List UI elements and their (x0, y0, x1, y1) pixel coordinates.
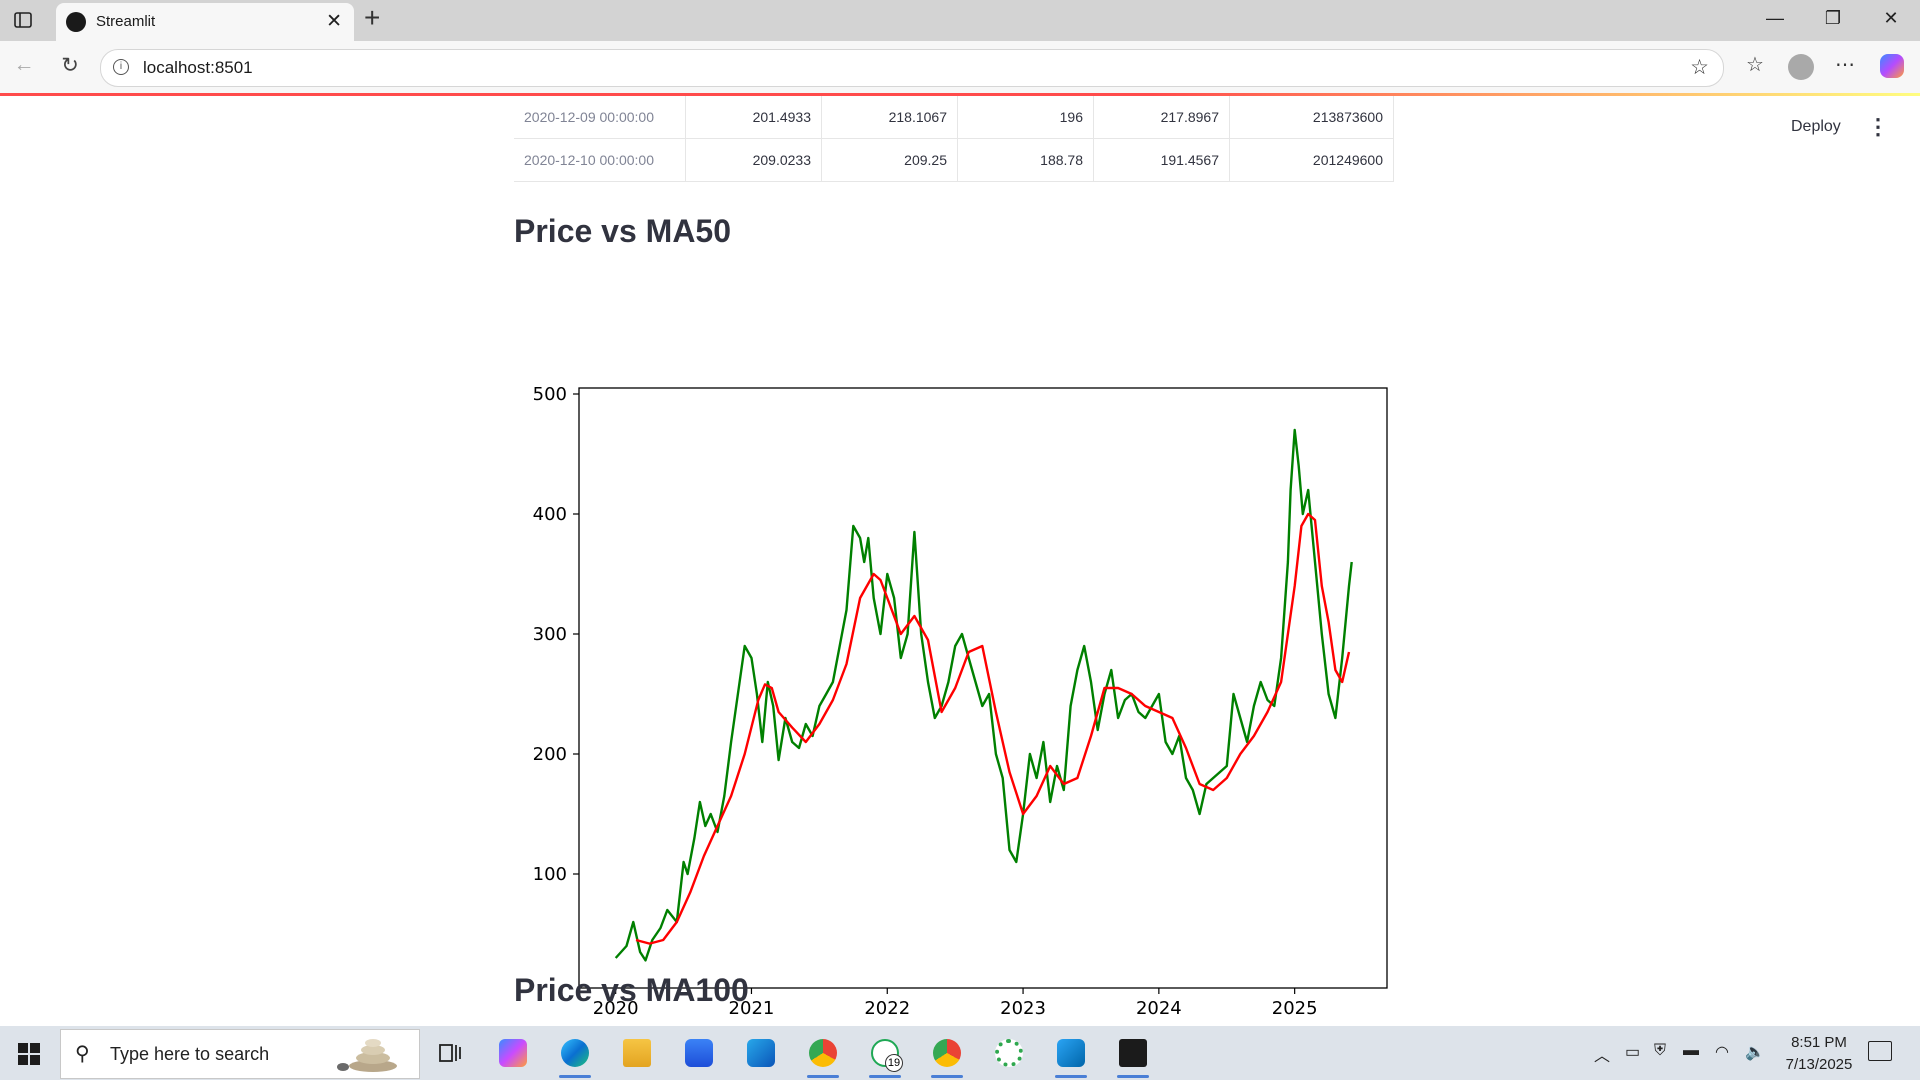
y-tick-label: 400 (533, 504, 567, 525)
browser-toolbar: ← ↻ i localhost:8501 ☆ ☆ ⋯ (0, 41, 1920, 93)
task-view-icon[interactable] (430, 1034, 470, 1072)
table-cell: 218.1067 (822, 96, 958, 139)
tab-title: Streamlit (96, 13, 156, 30)
table-cell: 209.0233 (686, 139, 822, 182)
clock-time[interactable]: 8:51 PM (1791, 1034, 1847, 1051)
y-tick-label: 200 (533, 744, 567, 765)
plot-frame (578, 387, 1388, 989)
profile-avatar-icon[interactable] (1788, 54, 1814, 80)
restore-button[interactable]: ❐ (1824, 8, 1842, 28)
favorites-icon[interactable]: ☆ (1746, 54, 1764, 76)
security-icon[interactable]: ⛨ (1654, 1042, 1667, 1059)
outlook-icon[interactable] (741, 1034, 781, 1072)
window-close-button[interactable]: ✕ (1883, 8, 1899, 28)
table-row-index: 2020-12-10 00:00:00 (514, 139, 686, 182)
edge-icon[interactable] (555, 1034, 595, 1078)
table-cell: 196 (958, 96, 1094, 139)
more-options-icon[interactable]: ⋯ (1835, 54, 1855, 76)
whatsapp-unread-badge: 19 (885, 1054, 903, 1072)
table-cell: 188.78 (958, 139, 1094, 182)
tray-overflow-chevron-icon[interactable]: ︿ (1594, 1048, 1611, 1065)
x-tick-label: 2020 (593, 998, 639, 1019)
streamlit-header-decoration (0, 93, 1920, 96)
browser-titlebar: Streamlit ✕ + — ❐ ✕ (0, 0, 1920, 41)
x-tick-label: 2023 (1000, 998, 1046, 1019)
clock-date[interactable]: 7/13/2025 (1785, 1056, 1853, 1073)
sidebar-toggle-icon[interactable] (13, 10, 33, 30)
y-tick-label: 100 (533, 864, 567, 885)
deploy-button[interactable]: Deploy (1791, 118, 1841, 135)
tab-close-icon[interactable]: ✕ (326, 11, 342, 32)
price-series-line (614, 428, 1353, 962)
terminal-icon[interactable] (1113, 1034, 1153, 1078)
chrome-profile-k2-icon[interactable] (927, 1034, 967, 1078)
store-icon[interactable] (679, 1034, 719, 1072)
new-tab-button[interactable]: + (364, 2, 381, 33)
vscode-icon[interactable] (1051, 1034, 1091, 1078)
table-cell: 213873600 (1230, 96, 1394, 139)
windows-taskbar: ⚲ Type here to search 19 ︿ ▭ ⛨ ▬ ◠ 🔈 8:5… (0, 1026, 1920, 1080)
back-arrow-icon[interactable]: ← (13, 53, 35, 76)
chrome-profile-k-icon[interactable] (803, 1034, 843, 1078)
streamlit-favicon-icon (66, 12, 86, 32)
section-title-ma50: Price vs MA50 (514, 213, 732, 249)
y-tick-label: 500 (533, 384, 567, 405)
whatsapp-icon[interactable]: 19 (865, 1034, 905, 1078)
volume-icon[interactable]: 🔈 (1745, 1044, 1765, 1061)
table-cell: 209.25 (822, 139, 958, 182)
ma50-series-line (635, 512, 1351, 945)
site-info-icon[interactable]: i (113, 59, 129, 75)
y-tick-label: 300 (533, 624, 567, 645)
copilot-icon[interactable] (1880, 54, 1904, 78)
search-placeholder: Type here to search (110, 1044, 270, 1064)
table-row-index: 2020-12-09 00:00:00 (514, 96, 686, 139)
price-vs-ma50-chart: 2020 2021 2022 2023 2024 2025 100 200 300 400 500 (533, 384, 1388, 1019)
address-bar[interactable]: i localhost:8501 ☆ (100, 49, 1724, 87)
table-cell: 201.4933 (686, 96, 822, 139)
table-cell: 191.4567 (1094, 139, 1230, 182)
circular-app-icon[interactable] (989, 1034, 1029, 1072)
favorite-star-icon[interactable]: ☆ (1690, 56, 1709, 79)
url-text[interactable]: localhost:8501 (143, 58, 253, 77)
table-cell: 201249600 (1230, 139, 1394, 182)
x-tick-label: 2025 (1272, 998, 1318, 1019)
section-title-ma100: Price vs MA100 (514, 972, 749, 1008)
search-icon: ⚲ (75, 1043, 90, 1065)
windows-start-icon[interactable] (18, 1043, 40, 1065)
x-tick-label: 2024 (1136, 998, 1182, 1019)
wifi-icon[interactable]: ◠ (1715, 1044, 1729, 1061)
taskbar-search-box[interactable]: ⚲ Type here to search (60, 1029, 420, 1079)
browser-tab[interactable]: Streamlit ✕ (56, 3, 354, 41)
notification-center-icon[interactable] (1868, 1041, 1892, 1061)
minimize-button[interactable]: — (1766, 8, 1784, 28)
x-tick-label: 2021 (729, 998, 775, 1019)
meet-now-icon[interactable]: ▭ (1625, 1044, 1641, 1061)
file-explorer-icon[interactable] (617, 1034, 657, 1072)
x-tick-label: 2022 (864, 998, 910, 1019)
search-highlight-stones-icon (337, 1039, 397, 1072)
reload-icon[interactable]: ↻ (61, 54, 79, 77)
streamlit-app: Deploy ⋮ 2020-12-09 00:00:00 201.4933 21… (5, 96, 1915, 1026)
copilot-taskbar-icon[interactable] (493, 1034, 533, 1072)
main-menu-icon[interactable]: ⋮ (1867, 114, 1889, 139)
table-cell: 217.8967 (1094, 96, 1230, 139)
battery-icon[interactable]: ▬ (1683, 1042, 1699, 1059)
